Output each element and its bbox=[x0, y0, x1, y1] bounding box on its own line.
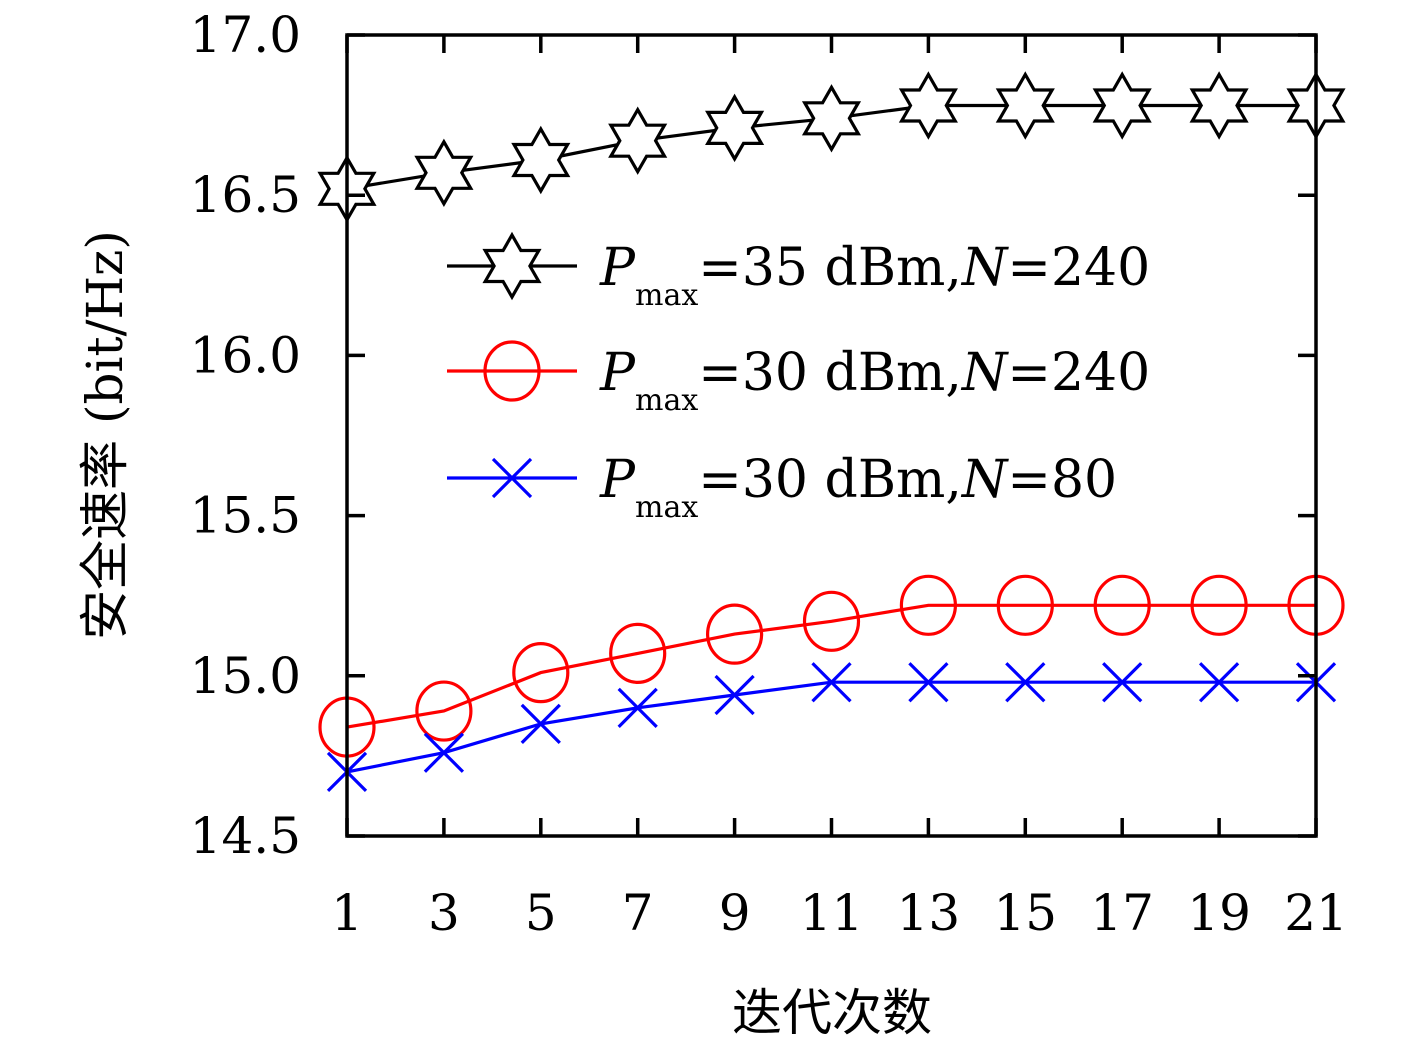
series-1-point-6 bbox=[801, 84, 862, 153]
legend-marker-1 bbox=[482, 231, 542, 301]
legend-label-3: Pmax=30 dBm,N=80 bbox=[599, 450, 1117, 525]
series-3-point-8-stroke-b bbox=[1005, 662, 1046, 703]
x-tick-label-5: 9 bbox=[719, 884, 751, 942]
legend-entry-2: Pmax=30 dBm,N=240 bbox=[447, 340, 1150, 418]
y-axis-title: 安全速率 (bit/Hz) bbox=[76, 230, 134, 640]
y-tick-label-3: 15.5 bbox=[190, 487, 301, 545]
y-tick-label-6: 17.0 bbox=[190, 6, 301, 64]
legend-entry-1: Pmax=35 dBm,N=240 bbox=[447, 231, 1150, 313]
series-2-point-7 bbox=[899, 574, 958, 636]
legend-label-2: Pmax=30 dBm,N=240 bbox=[599, 343, 1150, 418]
series-3-point-5 bbox=[714, 674, 755, 716]
series-2-point-4 bbox=[609, 622, 667, 684]
legend: Pmax=35 dBm,N=240 Pmax=30 dBm,N=240 Pmax=3… bbox=[447, 231, 1150, 525]
series-3-point-2 bbox=[423, 732, 465, 773]
series-1 bbox=[317, 71, 1346, 224]
series-3-point-10 bbox=[1198, 662, 1240, 703]
series-3-point-9-stroke-b bbox=[1102, 662, 1143, 703]
series-1-point-2 bbox=[414, 138, 474, 208]
x-tick-label-6: 11 bbox=[800, 884, 864, 942]
series-1-point-9 bbox=[1092, 71, 1152, 140]
series-3 bbox=[326, 662, 1337, 793]
x-tick-label-11: 21 bbox=[1284, 884, 1348, 942]
series-1-point-5 bbox=[705, 93, 765, 163]
y-tick-label-1: 14.5 bbox=[190, 807, 301, 865]
series-1-point-3 bbox=[511, 125, 571, 195]
axes-layer: 14.515.015.516.016.517.01 3 5 7 9 11 13 15 17 19 2… bbox=[190, 6, 1348, 942]
legend-marker-3 bbox=[491, 457, 533, 499]
legend-marker-3-stroke-b bbox=[491, 457, 533, 499]
series-1-point-10 bbox=[1189, 71, 1249, 140]
series-1-point-8 bbox=[995, 71, 1055, 140]
series-3-point-10-stroke-b bbox=[1198, 662, 1240, 703]
series-2-line bbox=[346, 603, 1316, 729]
x-tick-label-1: 1 bbox=[331, 884, 363, 942]
series-3-point-7 bbox=[908, 662, 949, 703]
series-3-point-6 bbox=[811, 662, 852, 703]
y-tick-label-5: 16.5 bbox=[190, 166, 301, 224]
series-2-point-6 bbox=[802, 590, 861, 652]
series-3-point-4-stroke-b bbox=[617, 687, 658, 728]
series-3-line bbox=[346, 680, 1316, 774]
legend-marker-2 bbox=[483, 340, 541, 402]
x-tick-label-4: 7 bbox=[622, 884, 654, 942]
series-2-point-5 bbox=[705, 603, 764, 665]
y-tick-label-4: 16.0 bbox=[190, 326, 301, 384]
x-tick-label-8: 15 bbox=[993, 884, 1057, 942]
series-3-point-4 bbox=[617, 687, 658, 728]
x-tick-label-7: 13 bbox=[897, 884, 961, 942]
series-3-point-8 bbox=[1005, 662, 1046, 703]
x-tick-label-2: 3 bbox=[428, 884, 460, 942]
x-tick-label-3: 5 bbox=[525, 884, 557, 942]
x-tick-label-9: 17 bbox=[1090, 884, 1154, 942]
x-tick-label-10: 19 bbox=[1187, 884, 1251, 942]
y-tick-label-2: 15.0 bbox=[190, 647, 301, 705]
series-3-point-3 bbox=[520, 703, 561, 744]
series-2 bbox=[318, 574, 1345, 758]
series-layer bbox=[317, 71, 1346, 793]
series-3-point-9 bbox=[1102, 662, 1143, 703]
series-1-point-4 bbox=[608, 106, 668, 175]
series-3-point-6-stroke-b bbox=[811, 662, 852, 703]
series-2-point-9 bbox=[1093, 574, 1151, 636]
series-1-point-7 bbox=[898, 71, 958, 140]
x-axis-title: 迭代次数 bbox=[732, 984, 932, 1042]
legend-entry-3: Pmax=30 dBm,N=80 bbox=[447, 450, 1117, 525]
series-3-point-2-stroke-b bbox=[423, 732, 465, 773]
series-2-point-8 bbox=[996, 574, 1054, 636]
legend-label-1: Pmax=35 dBm,N=240 bbox=[599, 238, 1150, 313]
series-2-point-10 bbox=[1190, 574, 1248, 636]
series-2-point-3 bbox=[512, 641, 570, 704]
series-3-point-5-stroke-b bbox=[714, 674, 755, 716]
series-3-point-7-stroke-b bbox=[908, 662, 949, 703]
plot-frame bbox=[345, 33, 1318, 838]
series-3-point-3-stroke-b bbox=[520, 703, 561, 744]
series-2-point-2 bbox=[415, 680, 473, 742]
